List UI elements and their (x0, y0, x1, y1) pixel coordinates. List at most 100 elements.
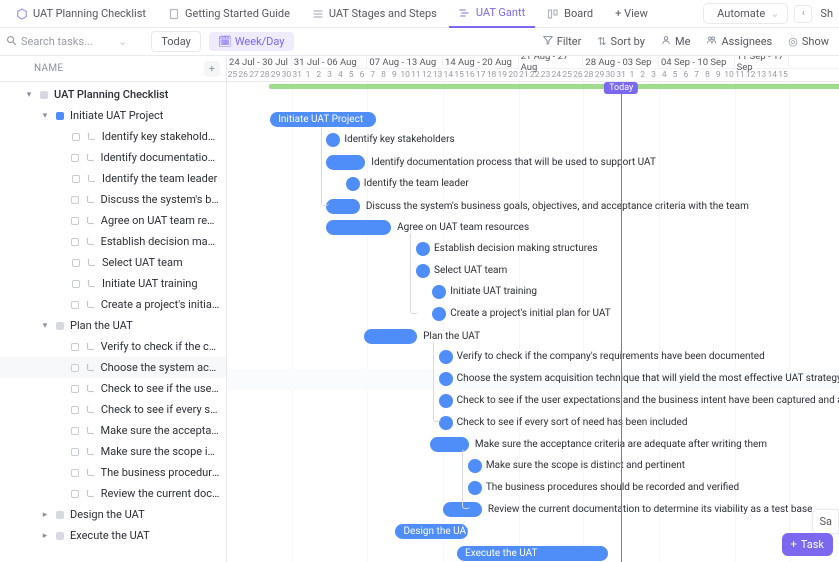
gantt-bar[interactable] (326, 155, 365, 170)
gantt-bar-label: Identify key stakeholders (344, 134, 454, 145)
status-square[interactable] (71, 364, 79, 372)
day-label: 9 (713, 69, 724, 81)
tree-row-label: Initiate UAT training (102, 277, 198, 290)
gantt-milestone[interactable] (432, 285, 446, 299)
tree-row[interactable]: Agree on UAT team resour... (0, 210, 226, 231)
tab-add-view[interactable]: + View (605, 0, 658, 28)
status-square[interactable] (72, 175, 80, 183)
tree-row[interactable]: Initiate UAT training (0, 273, 226, 294)
status-square[interactable] (71, 196, 79, 204)
search-box[interactable] (6, 35, 136, 49)
status-square[interactable] (71, 238, 79, 246)
status-square[interactable] (40, 91, 48, 99)
gantt-bar[interactable] (326, 199, 359, 214)
tree-row[interactable]: Discuss the system's busin... (0, 189, 226, 210)
status-square[interactable] (71, 217, 79, 225)
disclosure-icon[interactable]: ▸ (40, 531, 50, 541)
gantt-milestone[interactable] (416, 242, 430, 256)
tree-row[interactable]: Identify documentation pro... (0, 147, 226, 168)
new-task-fab[interactable]: + Task (782, 533, 833, 556)
tree-row[interactable]: ▾Plan the UAT (0, 315, 226, 336)
disclosure-icon[interactable]: ▾ (40, 111, 50, 121)
tab-board[interactable]: Board (537, 0, 603, 28)
status-square[interactable] (56, 322, 64, 330)
tree-row[interactable]: Establish decision making ... (0, 231, 226, 252)
tree-row[interactable]: Check to see if every sort ... (0, 399, 226, 420)
status-square[interactable] (72, 133, 80, 141)
disclosure-icon[interactable]: ▸ (40, 510, 50, 520)
tab-stages[interactable]: UAT Stages and Steps (302, 0, 447, 28)
day-label: 2 (637, 69, 648, 81)
gantt-bar[interactable]: Execute the UAT (457, 546, 608, 561)
tab-guide[interactable]: Getting Started Guide (158, 0, 300, 28)
disclosure-icon[interactable]: ▾ (24, 90, 34, 100)
sortby-button[interactable]: ⇅Sort by (593, 35, 649, 48)
toolbar: ⌄ Today 🗓Week/Day Filter ⇅Sort by Me Ass… (0, 28, 839, 56)
assignees-button[interactable]: Assignees (702, 35, 776, 48)
status-square[interactable] (72, 280, 80, 288)
today-button[interactable]: Today (151, 31, 201, 52)
disclosure-icon[interactable]: ▾ (40, 321, 50, 331)
search-input[interactable] (21, 35, 111, 48)
status-square[interactable] (71, 490, 79, 498)
status-square[interactable] (72, 259, 80, 267)
tree-row[interactable]: The business procedures s... (0, 462, 226, 483)
tree-row[interactable]: Create a project's initial pl... (0, 294, 226, 315)
gantt-bar-label: Establish decision making structures (434, 243, 598, 254)
gantt-bar[interactable]: Design the UAT (395, 524, 467, 539)
filter-button[interactable]: Filter (539, 35, 586, 48)
tree-row[interactable]: Verify to check if the comp... (0, 336, 226, 357)
day-label: 14 (767, 69, 778, 81)
tree-row[interactable]: Identify the team leader (0, 168, 226, 189)
status-square[interactable] (56, 511, 64, 519)
range-button[interactable]: 🗓Week/Day (209, 32, 294, 51)
gantt-bar[interactable] (364, 329, 417, 344)
tree-row[interactable]: Make sure the acceptance ... (0, 420, 226, 441)
tab-label: UAT Planning Checklist (33, 7, 146, 20)
gantt-milestone[interactable] (346, 177, 360, 191)
status-square[interactable] (71, 385, 79, 393)
tree-row[interactable]: ▾UAT Planning Checklist (0, 84, 226, 105)
status-square[interactable] (71, 406, 79, 414)
gantt-panel[interactable]: 24 Jul - 30 Jul31 Jul - 06 Aug07 Aug - 1… (227, 56, 839, 562)
tab-gantt[interactable]: UAT Gantt (449, 0, 535, 28)
status-square[interactable] (71, 427, 79, 435)
automate-button[interactable]: Automate ⌄ (703, 3, 788, 24)
day-label: 29 (594, 69, 605, 81)
chevron-down-icon[interactable]: ⌄ (118, 35, 127, 48)
status-square[interactable] (71, 469, 79, 477)
show-button[interactable]: ◎Show (784, 35, 833, 48)
tree-row[interactable]: Select UAT team (0, 252, 226, 273)
status-square[interactable] (71, 448, 79, 456)
status-square[interactable] (56, 532, 64, 540)
gantt-milestone[interactable] (432, 307, 446, 321)
gantt-body[interactable]: TodayInitiate UAT ProjectIdentify key st… (227, 82, 839, 562)
tree-row[interactable]: Check to see if the user ex... (0, 378, 226, 399)
gantt-bar[interactable]: Initiate UAT Project (270, 112, 376, 127)
status-square[interactable] (71, 343, 79, 351)
tree-row[interactable]: ▸Execute the UAT (0, 525, 226, 546)
tree-row[interactable]: ▸Design the UAT (0, 504, 226, 525)
me-button[interactable]: Me (657, 35, 694, 48)
tree-row[interactable]: ▾Initiate UAT Project (0, 105, 226, 126)
day-label: 20 (508, 69, 519, 81)
add-column-button[interactable]: + (204, 61, 220, 77)
automate-label: Automate (717, 7, 765, 20)
status-square[interactable] (71, 301, 79, 309)
summary-bar[interactable] (269, 84, 839, 89)
save-fab[interactable]: Sa (812, 509, 839, 534)
tree-row[interactable]: Make sure the scope is dis... (0, 441, 226, 462)
tree-row[interactable]: Review the current docum... (0, 483, 226, 504)
collapse-button[interactable]: ‹ (794, 5, 812, 23)
tree-row[interactable]: Choose the system acquisi... (0, 357, 226, 378)
status-square[interactable] (71, 154, 79, 162)
week-label: 31 Jul - 06 Aug (292, 56, 368, 68)
status-square[interactable] (56, 112, 64, 120)
gantt-bar[interactable] (326, 220, 391, 235)
subtask-icon (85, 384, 95, 394)
gantt-milestone[interactable] (416, 264, 430, 278)
tree-row[interactable]: Identify key stakeholders (0, 126, 226, 147)
tree-row-label: Check to see if every sort ... (101, 403, 220, 416)
share-button[interactable]: Sh (820, 7, 833, 20)
tab-checklist[interactable]: UAT Planning Checklist (6, 0, 156, 28)
